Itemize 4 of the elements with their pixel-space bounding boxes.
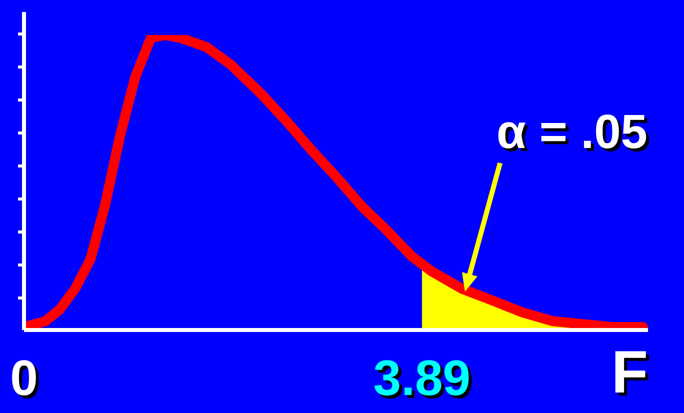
annotation: α = .05 [500, 109, 650, 162]
x-tick-label: 3.89 [373, 350, 471, 406]
x-axis-title: F [611, 338, 648, 406]
x-tick-label: 0 [10, 350, 38, 406]
